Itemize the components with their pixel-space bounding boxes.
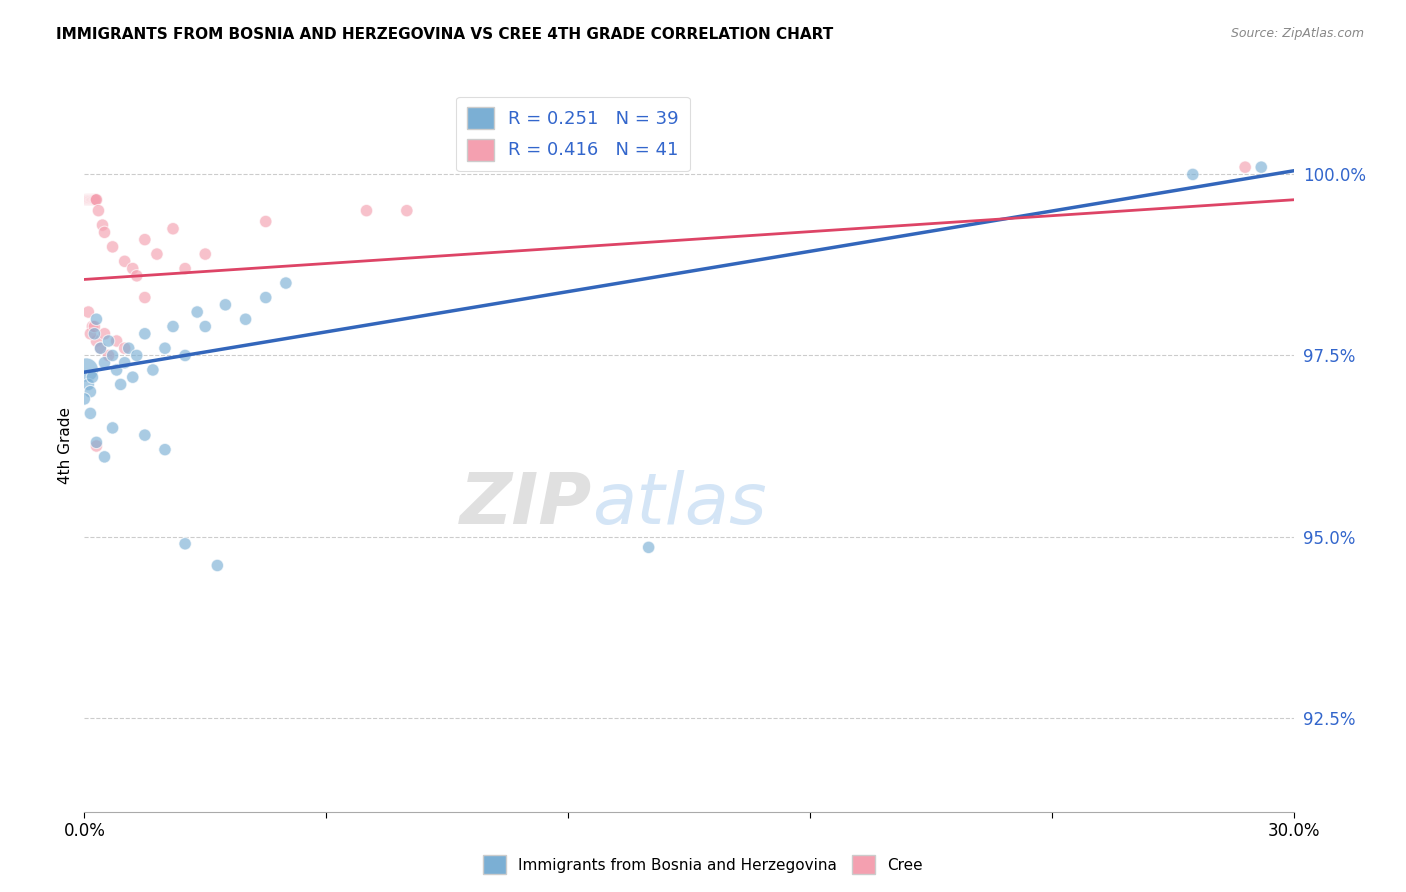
Point	[194, 247, 217, 261]
Point	[174, 537, 197, 551]
Point	[73, 392, 96, 406]
Point	[86, 435, 108, 450]
Point	[83, 193, 105, 207]
Point	[77, 377, 100, 392]
Point	[79, 326, 101, 341]
Point	[174, 261, 197, 276]
Point	[82, 370, 104, 384]
Point	[153, 442, 176, 457]
Point	[1234, 160, 1257, 174]
Point	[91, 218, 114, 232]
Point	[86, 193, 108, 207]
Point	[93, 326, 115, 341]
Text: Source: ZipAtlas.com: Source: ZipAtlas.com	[1230, 27, 1364, 40]
Point	[134, 233, 156, 247]
Point	[134, 291, 156, 305]
Point	[75, 363, 97, 377]
Legend: Immigrants from Bosnia and Herzegovina, Cree: Immigrants from Bosnia and Herzegovina, …	[477, 849, 929, 880]
Point	[125, 349, 148, 363]
Point	[254, 214, 277, 228]
Point	[79, 384, 101, 399]
Point	[356, 203, 378, 218]
Point	[75, 193, 97, 207]
Point	[114, 356, 136, 370]
Point	[395, 203, 418, 218]
Point	[84, 193, 107, 207]
Point	[86, 334, 108, 348]
Point	[105, 334, 128, 348]
Point	[162, 221, 184, 235]
Point	[79, 193, 101, 207]
Point	[86, 312, 108, 326]
Y-axis label: 4th Grade: 4th Grade	[58, 408, 73, 484]
Point	[93, 450, 115, 464]
Point	[77, 305, 100, 319]
Point	[146, 247, 169, 261]
Point	[254, 291, 277, 305]
Point	[235, 312, 257, 326]
Point	[93, 225, 115, 239]
Point	[125, 268, 148, 283]
Point	[101, 421, 124, 435]
Point	[153, 341, 176, 355]
Point	[101, 349, 124, 363]
Point	[214, 298, 236, 312]
Point	[194, 319, 217, 334]
Point	[142, 363, 165, 377]
Point	[86, 439, 108, 453]
Point	[101, 240, 124, 254]
Point	[114, 254, 136, 268]
Point	[105, 363, 128, 377]
Point	[82, 193, 104, 207]
Point	[1250, 160, 1272, 174]
Text: atlas: atlas	[592, 470, 766, 539]
Point	[80, 193, 103, 207]
Point	[77, 193, 100, 207]
Point	[76, 193, 98, 207]
Point	[83, 319, 105, 334]
Point	[79, 406, 101, 420]
Point	[93, 356, 115, 370]
Point	[83, 193, 105, 207]
Point	[80, 193, 103, 207]
Point	[1181, 168, 1204, 182]
Point	[162, 319, 184, 334]
Point	[637, 541, 659, 555]
Text: IMMIGRANTS FROM BOSNIA AND HERZEGOVINA VS CREE 4TH GRADE CORRELATION CHART: IMMIGRANTS FROM BOSNIA AND HERZEGOVINA V…	[56, 27, 834, 42]
Point	[118, 341, 141, 355]
Point	[89, 341, 111, 355]
Point	[89, 341, 111, 355]
Point	[82, 319, 104, 334]
Point	[186, 305, 208, 319]
Point	[97, 349, 120, 363]
Point	[82, 193, 104, 207]
Text: ZIP: ZIP	[460, 470, 592, 539]
Point	[97, 334, 120, 348]
Point	[134, 326, 156, 341]
Point	[121, 261, 143, 276]
Point	[174, 349, 197, 363]
Point	[134, 428, 156, 442]
Point	[77, 193, 100, 207]
Legend: R = 0.251   N = 39, R = 0.416   N = 41: R = 0.251 N = 39, R = 0.416 N = 41	[456, 96, 690, 171]
Point	[114, 341, 136, 355]
Point	[110, 377, 132, 392]
Point	[207, 558, 229, 573]
Point	[83, 326, 105, 341]
Point	[121, 370, 143, 384]
Point	[274, 276, 297, 290]
Point	[87, 203, 110, 218]
